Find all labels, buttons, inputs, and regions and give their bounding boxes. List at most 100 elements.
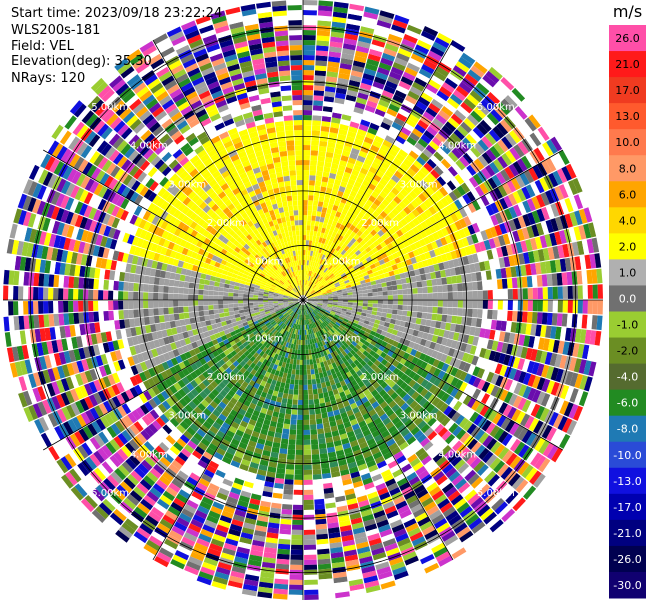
ppi-gate-cell bbox=[337, 268, 344, 274]
ppi-gate-cell bbox=[304, 554, 317, 560]
ppi-gate-cell bbox=[290, 414, 297, 420]
ppi-gate-cell bbox=[350, 324, 357, 330]
ppi-gate-cell bbox=[287, 449, 296, 455]
ppi-gate-cell bbox=[280, 513, 292, 520]
ppi-gate-cell bbox=[278, 412, 286, 419]
ppi-gate-cell bbox=[348, 8, 364, 17]
ppi-gate-cell bbox=[307, 255, 310, 261]
ppi-gate-cell bbox=[545, 190, 555, 204]
ppi-gate-cell bbox=[491, 340, 499, 351]
ppi-gate-cell bbox=[432, 212, 442, 222]
ppi-gate-cell bbox=[381, 340, 388, 348]
ppi-gate-cell bbox=[337, 206, 344, 214]
ppi-gate-cell bbox=[341, 150, 351, 158]
ppi-gate-cell bbox=[321, 227, 326, 234]
ppi-gate-cell bbox=[354, 159, 364, 168]
ppi-gate-cell bbox=[462, 300, 468, 308]
ppi-gate-cell bbox=[509, 147, 521, 161]
ppi-gate-cell bbox=[352, 197, 361, 205]
ppi-gate-cell bbox=[438, 109, 451, 121]
ppi-gate-cell bbox=[534, 236, 543, 250]
ppi-gate-cell bbox=[556, 168, 568, 183]
ppi-gate-cell bbox=[555, 368, 564, 383]
ppi-gate-cell bbox=[547, 286, 553, 299]
ppi-gate-cell bbox=[327, 240, 333, 247]
ppi-gate-cell bbox=[540, 261, 547, 274]
ppi-gate-cell bbox=[305, 280, 308, 286]
ppi-gate-cell bbox=[347, 320, 354, 325]
ppi-gate-cell bbox=[295, 454, 303, 460]
ppi-gate-cell bbox=[303, 60, 315, 66]
ppi-gate-cell bbox=[566, 271, 573, 286]
ppi-gate-cell bbox=[361, 21, 376, 30]
ppi-gate-cell bbox=[474, 429, 486, 441]
ppi-gate-cell bbox=[444, 355, 453, 365]
ppi-gate-cell bbox=[308, 240, 313, 246]
ppi-gate-cell bbox=[528, 167, 539, 181]
ppi-gate-cell bbox=[339, 224, 346, 231]
ppi-gate-cell bbox=[452, 65, 467, 77]
ppi-gate-cell bbox=[399, 337, 406, 345]
ppi-gate-cell bbox=[333, 226, 340, 234]
ppi-gate-cell bbox=[400, 365, 408, 374]
ppi-gate-cell bbox=[321, 272, 327, 278]
ppi-gate-cell bbox=[530, 324, 537, 336]
ppi-gate-cell bbox=[587, 284, 593, 299]
ppi-gate-cell bbox=[460, 101, 473, 114]
ppi-gate-cell bbox=[412, 373, 421, 382]
ppi-gate-cell bbox=[309, 288, 314, 293]
ppi-gate-cell bbox=[327, 279, 333, 284]
ppi-gate-cell bbox=[313, 393, 319, 400]
ppi-gate-cell bbox=[403, 339, 411, 347]
ppi-gate-cell bbox=[308, 270, 311, 276]
ppi-gate-cell bbox=[335, 143, 344, 151]
ppi-gate-cell bbox=[411, 128, 423, 138]
ppi-gate-cell bbox=[383, 272, 390, 278]
ppi-gate-cell bbox=[376, 130, 387, 140]
ppi-gate-cell bbox=[289, 424, 297, 430]
ppi-gate-cell bbox=[469, 345, 477, 355]
ppi-gate-cell bbox=[335, 273, 341, 279]
ppi-gate-cell bbox=[306, 303, 311, 307]
ppi-gate-cell bbox=[374, 275, 381, 281]
ppi-gate-cell bbox=[369, 276, 376, 282]
ppi-gate-cell bbox=[372, 210, 380, 218]
ppi-gate-cell bbox=[358, 246, 365, 253]
ppi-gate-cell bbox=[349, 327, 355, 333]
ppi-gate-cell bbox=[329, 225, 336, 232]
ppi-gate-cell bbox=[415, 255, 422, 263]
ppi-gate-cell bbox=[292, 509, 303, 515]
ppi-gate-cell bbox=[370, 202, 379, 211]
ppi-gate-cell bbox=[493, 142, 505, 156]
ppi-gate-cell bbox=[316, 543, 330, 550]
ppi-gate-cell bbox=[311, 277, 315, 283]
ppi-gate-cell bbox=[424, 340, 432, 348]
ppi-gate-cell bbox=[496, 246, 504, 258]
ppi-gate-cell bbox=[295, 449, 303, 455]
ppi-gate-cell bbox=[427, 286, 433, 293]
ppi-gate-cell bbox=[289, 429, 297, 435]
ppi-gate-cell bbox=[476, 103, 490, 116]
ppi-gate-cell bbox=[317, 201, 324, 207]
ppi-gate-cell bbox=[435, 351, 444, 361]
ppi-gate-cell bbox=[539, 350, 548, 364]
ppi-gate-cell bbox=[335, 245, 341, 252]
ppi-gate-cell bbox=[362, 323, 369, 329]
ppi-gate-cell bbox=[413, 173, 423, 183]
ppi-gate-cell bbox=[456, 274, 463, 284]
ppi-gate-cell bbox=[298, 379, 303, 385]
ppi-gate-cell bbox=[364, 105, 376, 113]
ppi-gate-cell bbox=[343, 318, 349, 323]
ppi-gate-cell bbox=[490, 385, 500, 397]
ppi-gate-cell bbox=[327, 203, 334, 210]
ppi-gate-cell bbox=[303, 424, 310, 430]
ppi-gate-cell bbox=[305, 285, 308, 291]
ppi-gate-cell bbox=[310, 145, 319, 151]
ppi-gate-cell bbox=[384, 135, 395, 144]
ppi-gate-cell bbox=[489, 226, 498, 238]
ppi-gate-cell bbox=[421, 280, 428, 287]
ppi-gate-cell bbox=[312, 296, 318, 299]
ppi-gate-cell bbox=[545, 325, 552, 339]
ppi-gate-cell bbox=[465, 408, 475, 420]
ppi-gate-cell bbox=[310, 434, 318, 440]
